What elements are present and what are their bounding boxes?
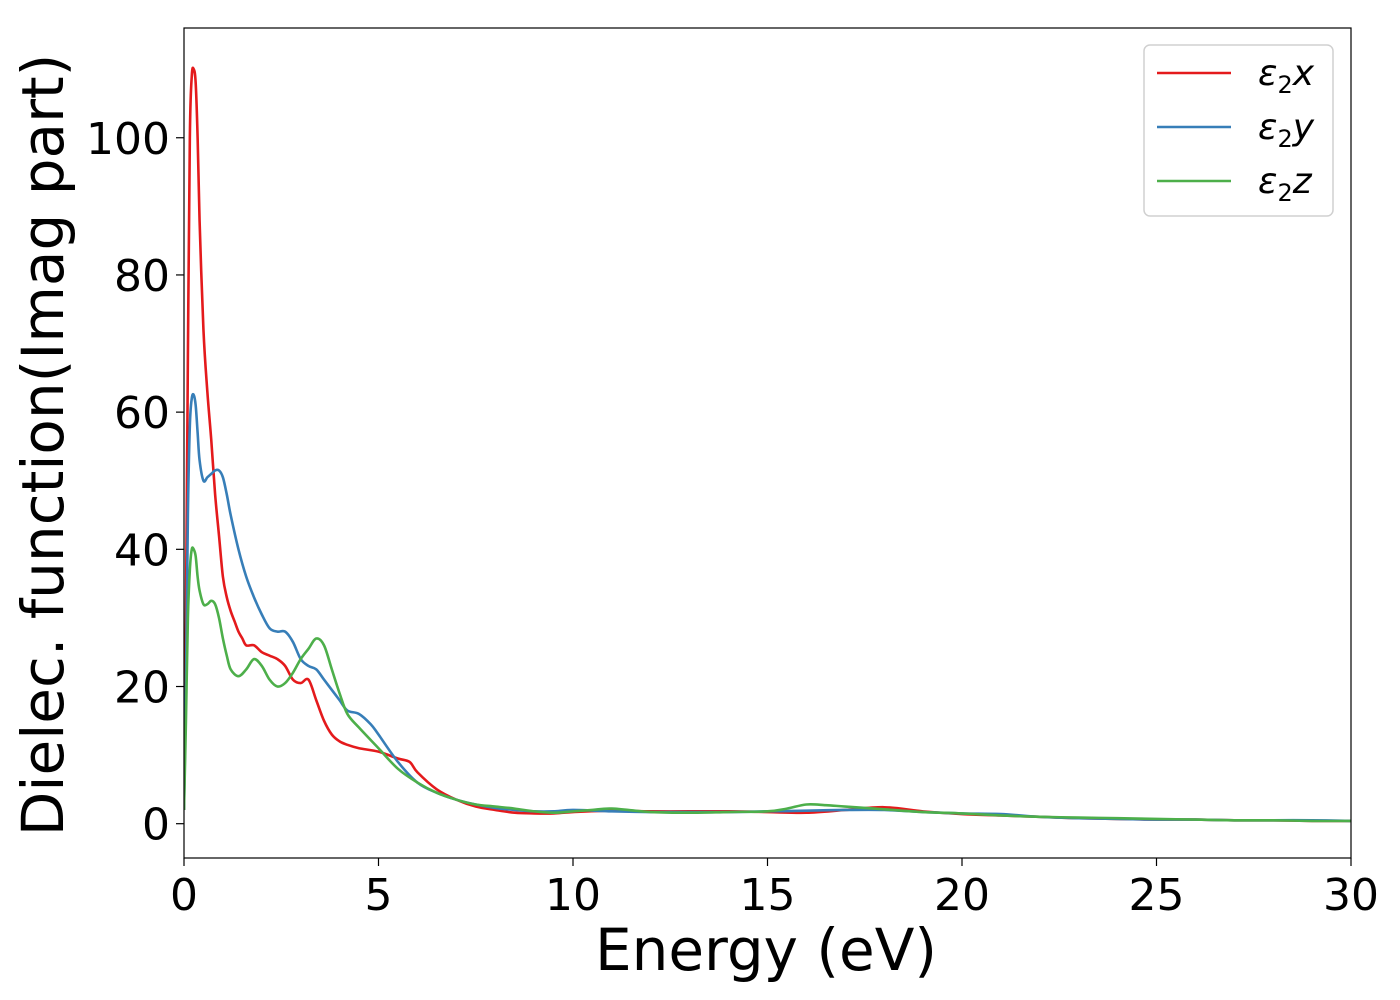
y-tick-label: 100 [86,114,170,165]
x-tick-label: 20 [934,870,990,921]
axis-ticks: 0 5 10 15 20 25 30 0 20 40 60 80 100 [86,114,1379,921]
x-tick-label: 15 [740,870,796,921]
x-tick-label: 5 [365,870,393,921]
plot-lines [184,66,1351,823]
legend: ε2x ε2y ε2z [1143,44,1334,217]
y-tick-label: 80 [114,251,170,302]
y-tick-label: 0 [142,800,170,851]
y-tick-label: 60 [114,388,170,439]
x-tick-label: 10 [545,870,601,921]
x-tick-label: 0 [170,870,198,921]
series-line-z [184,546,1351,823]
legend-entry-z: ε2z [1258,161,1313,207]
x-tick-label: 30 [1323,870,1379,921]
legend-entry-y: ε2y [1258,107,1315,153]
series-line-x [184,66,1351,823]
x-axis-label: Energy (eV) [595,916,937,984]
series-line-y [184,392,1351,823]
plot-frame [183,27,1352,859]
x-tick-label: 25 [1129,870,1185,921]
legend-box [1143,44,1334,217]
y-tick-label: 20 [114,663,170,714]
y-axis-label: Dielec. function(Imag part) [9,54,77,837]
y-tick-label: 40 [114,525,170,576]
legend-entry-x: ε2x [1258,53,1315,99]
